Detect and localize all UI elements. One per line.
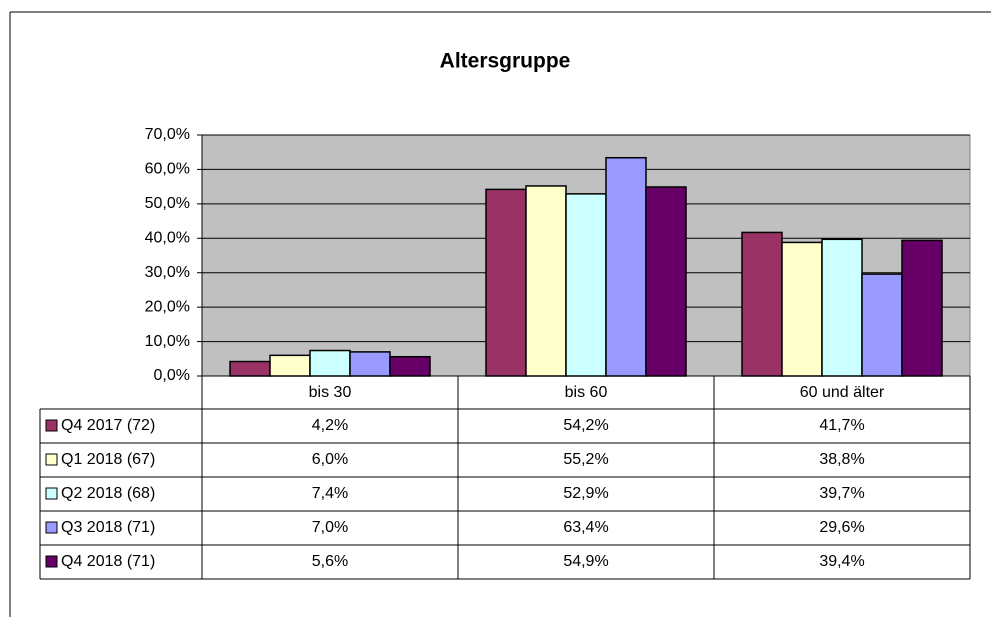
legend-label: Q4 2018 (71): [61, 553, 155, 570]
bar: [605, 156, 647, 377]
legend-label: Q2 2018 (68): [61, 485, 155, 502]
data-label: 41,7%: [819, 417, 864, 434]
bar: [309, 349, 351, 377]
data-label: 29,6%: [819, 519, 864, 536]
x-tick-label: 60 und älter: [800, 384, 885, 401]
legend-label: Q4 2017 (72): [61, 417, 155, 434]
data-label: 7,0%: [312, 519, 348, 536]
bar: [565, 193, 607, 377]
chart-title: Altersgruppe: [440, 50, 571, 73]
y-tick-label: 40,0%: [145, 230, 190, 247]
data-label: 54,2%: [563, 417, 608, 434]
data-label: 39,4%: [819, 553, 864, 570]
data-label: 52,9%: [563, 485, 608, 502]
bar: [781, 241, 823, 377]
bar: [349, 351, 391, 377]
bar: [485, 188, 527, 377]
data-label: 54,9%: [563, 553, 608, 570]
legend-key: [45, 487, 58, 500]
legend-key: [45, 555, 58, 568]
y-tick-label: 0,0%: [154, 367, 190, 384]
legend-key: [45, 521, 58, 534]
y-tick-label: 10,0%: [145, 333, 190, 350]
bar: [741, 231, 783, 377]
bar: [229, 360, 271, 377]
bar: [389, 355, 431, 377]
data-label: 6,0%: [312, 451, 348, 468]
data-label: 5,6%: [312, 553, 348, 570]
y-tick-label: 30,0%: [145, 264, 190, 281]
bar: [861, 273, 903, 377]
y-tick-label: 50,0%: [145, 195, 190, 212]
data-label: 4,2%: [312, 417, 348, 434]
legend-key: [45, 453, 58, 466]
bar: [901, 239, 943, 377]
bar: [269, 354, 311, 377]
y-tick-label: 70,0%: [145, 126, 190, 143]
data-label: 38,8%: [819, 451, 864, 468]
legend-label: Q3 2018 (71): [61, 519, 155, 536]
bar: [525, 185, 567, 377]
y-tick-label: 60,0%: [145, 161, 190, 178]
legend-key: [45, 419, 58, 432]
data-label: 7,4%: [312, 485, 348, 502]
y-tick-label: 20,0%: [145, 298, 190, 315]
data-label: 55,2%: [563, 451, 608, 468]
data-label: 39,7%: [819, 485, 864, 502]
legend-label: Q1 2018 (67): [61, 451, 155, 468]
x-tick-label: bis 30: [309, 384, 352, 401]
data-label: 63,4%: [563, 519, 608, 536]
bar: [821, 238, 863, 377]
x-tick-label: bis 60: [565, 384, 608, 401]
bar: [645, 186, 687, 377]
